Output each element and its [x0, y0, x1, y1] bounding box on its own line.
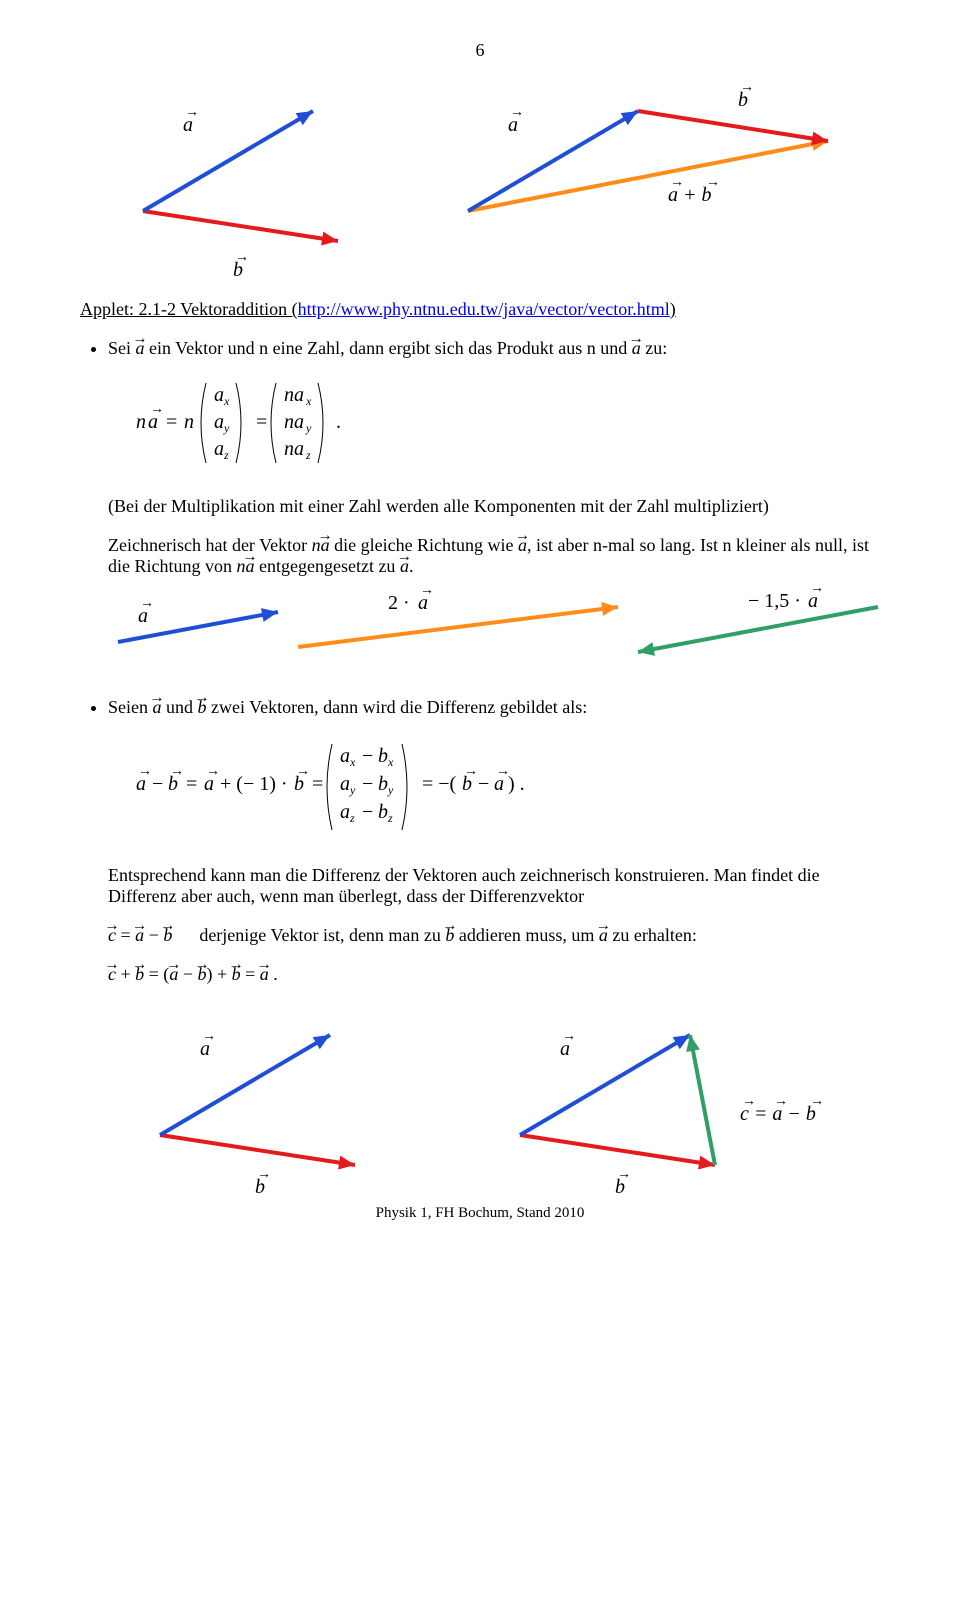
svg-text:→: →: [202, 1029, 216, 1044]
svg-text:= −(: = −(: [422, 773, 457, 795]
svg-text:y: y: [305, 421, 312, 435]
svg-text:a: a: [340, 773, 350, 795]
svg-text:z: z: [349, 811, 355, 825]
svg-text:→: →: [774, 1094, 788, 1109]
svg-text:+ (− 1) ·: + (− 1) ·: [220, 773, 288, 795]
svg-text:z: z: [223, 448, 229, 462]
fig3-left-svg: a→b→: [130, 1005, 390, 1195]
svg-text:→: →: [742, 1094, 756, 1109]
svg-text:=: =: [256, 411, 267, 433]
svg-text:=: =: [312, 773, 323, 795]
svg-text:→: →: [138, 764, 152, 779]
svg-text:a: a: [214, 438, 224, 460]
bullet-difference: Seien a und b zwei Vektoren, dann wird d…: [108, 697, 880, 985]
svg-text:−: −: [362, 773, 373, 795]
figure-vector-subtraction: a→b→ a→b→c = a − b→→→: [80, 1005, 880, 1195]
eq-difference: a→ − b→ = a→ + (− 1) · b→ = ax − bx ay −…: [136, 732, 880, 847]
svg-text:z: z: [387, 811, 393, 825]
svg-text:y: y: [223, 421, 230, 435]
svg-text:x: x: [223, 394, 230, 408]
svg-text:→: →: [206, 764, 220, 779]
svg-text:) .: ) .: [508, 773, 525, 795]
svg-text:−: −: [362, 745, 373, 767]
c-equals-line: c = a − b derjenige Vektor ist, denn man…: [108, 925, 880, 946]
svg-text:a: a: [214, 411, 224, 433]
svg-text:→: →: [810, 581, 824, 596]
zeichnerisch-text: Zeichnerisch hat der Vektor na die gleic…: [108, 535, 880, 577]
svg-text:x: x: [305, 394, 312, 408]
svg-text:→: →: [810, 1094, 824, 1109]
svg-text:→: →: [740, 80, 754, 95]
applet-line: Applet: 2.1-2 Vektoraddition (http://www…: [80, 299, 880, 320]
svg-text:=: =: [186, 773, 197, 795]
svg-text:na: na: [284, 438, 304, 460]
svg-text:→: →: [185, 105, 199, 120]
svg-text:→: →: [706, 175, 720, 190]
applet-link[interactable]: http://www.phy.ntnu.edu.tw/java/vector/v…: [298, 299, 670, 319]
svg-text:=: =: [166, 411, 177, 433]
fig3-right-svg: a→b→c = a − b→→→: [490, 1005, 830, 1195]
svg-text:→: →: [296, 764, 310, 779]
eq-scalar-mult: n a→ = n ax ay az = nax nay naz .: [136, 373, 880, 478]
svg-text:y: y: [387, 783, 394, 797]
svg-text:→: →: [150, 402, 164, 417]
svg-text:y: y: [349, 783, 356, 797]
svg-text:.: .: [336, 411, 341, 433]
svg-text:n: n: [136, 411, 146, 433]
svg-text:→: →: [420, 583, 434, 598]
svg-text:−: −: [478, 773, 489, 795]
svg-text:a: a: [340, 745, 350, 767]
svg-text:n: n: [184, 411, 194, 433]
svg-text:a: a: [214, 384, 224, 406]
bullet-scalar-mult: Sei a ein Vektor und n eine Zahl, dann e…: [108, 338, 880, 667]
svg-text:b: b: [378, 773, 388, 795]
svg-text:b: b: [378, 745, 388, 767]
page-number: 6: [80, 40, 880, 61]
svg-text:−: −: [152, 773, 163, 795]
fig1-left-svg: a→b→: [113, 81, 373, 281]
footer: Physik 1, FH Bochum, Stand 2010: [80, 1205, 880, 1222]
svg-text:x: x: [387, 755, 394, 769]
svg-text:−: −: [362, 801, 373, 823]
svg-text:→: →: [464, 764, 478, 779]
entsprechend-text: Entsprechend kann man die Differenz der …: [108, 865, 880, 907]
svg-text:− 1,5 ·: − 1,5 ·: [748, 590, 801, 612]
svg-text:z: z: [305, 448, 311, 462]
svg-text:→: →: [257, 1167, 271, 1182]
svg-text:→: →: [617, 1167, 631, 1182]
mult-explain: (Bei der Multiplikation mit einer Zahl w…: [108, 496, 880, 517]
svg-text:a: a: [340, 801, 350, 823]
figure-scalar-mult: a→ 2 · a→ − 1,5 · a→: [108, 597, 880, 667]
svg-text:→: →: [670, 175, 684, 190]
figure-vector-addition: a→b→ a→b→a + b→→: [80, 81, 880, 281]
svg-text:b: b: [378, 801, 388, 823]
svg-text:x: x: [349, 755, 356, 769]
svg-text:→: →: [170, 764, 184, 779]
svg-text:→: →: [562, 1029, 576, 1044]
svg-text:→: →: [510, 105, 524, 120]
svg-text:→: →: [235, 250, 249, 265]
c-plus-b-line: c + b = (a − b) + b = a .: [108, 964, 880, 985]
fig1-right-svg: a→b→a + b→→: [438, 81, 848, 281]
svg-text:na: na: [284, 411, 304, 433]
svg-text:2 ·: 2 ·: [388, 592, 410, 614]
svg-text:→: →: [140, 596, 154, 611]
svg-text:na: na: [284, 384, 304, 406]
